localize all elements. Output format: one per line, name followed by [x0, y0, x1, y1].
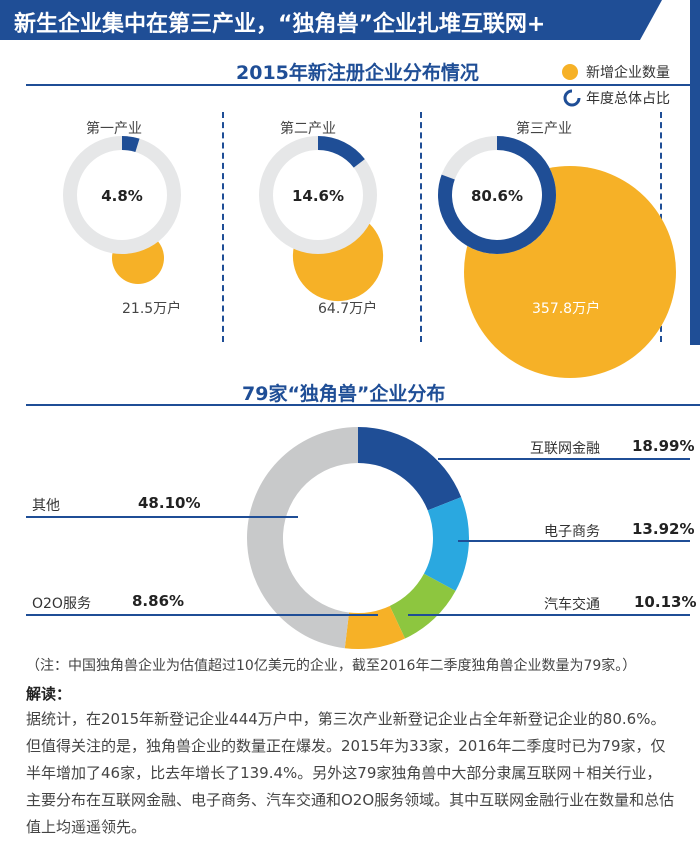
- pie-value-other: 48.10%: [138, 494, 201, 512]
- pie-slice-o2o: [344, 605, 406, 649]
- pie-value-o2o: 8.86%: [132, 592, 185, 610]
- legend-share-label: 年度总体占比: [586, 91, 670, 107]
- count-label-tertiary: 357.8万户: [532, 301, 601, 317]
- share-arc-primary: [121, 136, 140, 153]
- pie-label-o2o: O2O服务: [32, 596, 91, 612]
- section2-title: 79家“独角兽”企业分布: [242, 383, 446, 405]
- analysis-body: 据统计，在2015年新登记企业444万户中，第三次产业新登记企业占全年新登记企业…: [26, 710, 675, 836]
- legend-count-swatch: [562, 64, 578, 80]
- footnote: （注：中国独角兽企业为估值超过10亿美元的企业，截至2016年二季度独角兽企业数…: [26, 658, 637, 674]
- header-title: 新生企业集中在第三产业，“独角兽”企业扎堆互联网+: [14, 12, 546, 37]
- share-label-primary: 4.8%: [101, 187, 143, 205]
- pie-value-ecommerce: 13.92%: [632, 520, 695, 538]
- count-label-primary: 21.5万户: [122, 301, 182, 317]
- column-separator-1: [222, 112, 224, 342]
- analysis-heading: 解读：: [26, 685, 72, 703]
- share-arc-tertiary: [438, 136, 556, 254]
- share-arc-secondary: [317, 136, 365, 168]
- header-banner: [0, 0, 640, 40]
- pie-label-internet-finance: 互联网金融: [530, 441, 600, 457]
- pie-value-auto-transport: 10.13%: [634, 593, 697, 611]
- pie-label-other: 其他: [32, 498, 60, 514]
- column-separator-2: [420, 112, 422, 342]
- share-label-tertiary: 80.6%: [471, 187, 523, 205]
- header-banner-tail: [640, 0, 662, 40]
- section1-title: 2015年新注册企业分布情况: [236, 62, 479, 84]
- legend-count-label: 新增企业数量: [586, 65, 670, 81]
- pie-slice-auto-transport: [389, 573, 456, 639]
- right-accent-bar: [690, 0, 700, 345]
- section2-divider: [26, 404, 700, 406]
- industry-label-secondary: 第二产业: [280, 121, 336, 137]
- section1-divider: [26, 84, 700, 86]
- pie-slice-ecommerce: [423, 497, 469, 591]
- count-label-secondary: 64.7万户: [318, 301, 378, 317]
- industry-label-tertiary: 第三产业: [516, 121, 572, 137]
- share-label-secondary: 14.6%: [292, 187, 344, 205]
- pie-slice-other: [246, 427, 358, 649]
- pie-label-ecommerce: 电子商务: [544, 524, 600, 540]
- pie-label-auto-transport: 汽车交通: [544, 597, 600, 613]
- pie-value-internet-finance: 18.99%: [632, 437, 695, 455]
- pie-slice-internet-finance: [358, 427, 462, 511]
- industry-label-primary: 第一产业: [86, 121, 142, 137]
